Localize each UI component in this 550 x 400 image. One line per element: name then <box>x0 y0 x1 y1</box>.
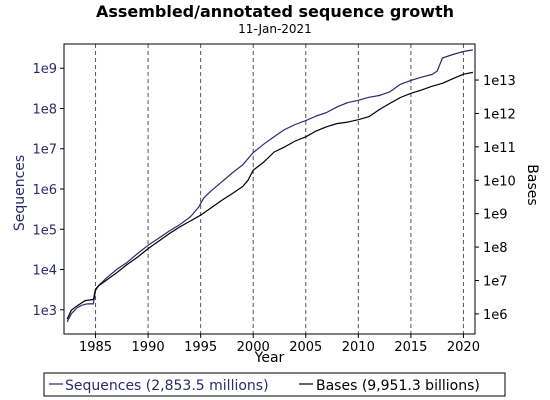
y-right-tick-label: 1e11 <box>483 141 516 156</box>
chart-subtitle: 11-Jan-2021 <box>238 22 312 36</box>
x-tick-label: 2010 <box>342 340 375 355</box>
x-tick-label: 2015 <box>394 340 427 355</box>
x-tick-label: 1990 <box>132 340 165 355</box>
y-right-tick-label: 1e6 <box>483 308 508 323</box>
y-left-tick-label: 1e4 <box>32 264 57 279</box>
legend-label-bases: Bases (9,951.3 billions) <box>316 378 480 394</box>
x-axis-label: Year <box>254 350 285 366</box>
y-left-tick-label: 1e9 <box>32 62 57 77</box>
series-line-sequences <box>66 49 473 323</box>
x-tick-label: 2000 <box>237 340 270 355</box>
chart-title: Assembled/annotated sequence growth <box>96 2 454 21</box>
y-right-tick-label: 1e13 <box>483 74 516 89</box>
x-tick-label: 2005 <box>289 340 322 355</box>
y-left-tick-label: 1e7 <box>32 143 57 158</box>
y-right-tick-label: 1e7 <box>483 274 508 289</box>
x-tick-label: 2020 <box>447 340 480 355</box>
y-axis-label-left: Sequences <box>12 155 28 231</box>
series-lines <box>66 49 474 323</box>
vertical-gridlines <box>95 44 464 334</box>
plot-frame <box>63 43 476 335</box>
legend: Sequences (2,853.5 millions) Bases (9,95… <box>43 372 506 397</box>
y-left-tick-label: 1e3 <box>32 304 57 319</box>
y-axis-label-right: Bases <box>524 164 540 205</box>
y-right-tick-label: 1e8 <box>483 241 508 256</box>
y-left-tick-label: 1e8 <box>32 102 57 117</box>
x-tick-label: 1995 <box>184 340 217 355</box>
y-left-tick-label: 1e6 <box>32 183 57 198</box>
y-right-tick-label: 1e9 <box>483 208 508 223</box>
y-right-tick-label: 1e12 <box>483 107 516 122</box>
x-tick-label: 1985 <box>79 340 112 355</box>
legend-box <box>43 372 506 397</box>
y-right-tick-label: 1e10 <box>483 174 516 189</box>
legend-label-sequences: Sequences (2,853.5 millions) <box>65 378 269 394</box>
y-left-tick-label: 1e5 <box>32 223 57 238</box>
axis-ticks: 1985 1990 1995 2000 2005 2010 2015 2020 1e3 1e4 1e… <box>32 62 515 355</box>
series-line-bases <box>66 71 474 320</box>
